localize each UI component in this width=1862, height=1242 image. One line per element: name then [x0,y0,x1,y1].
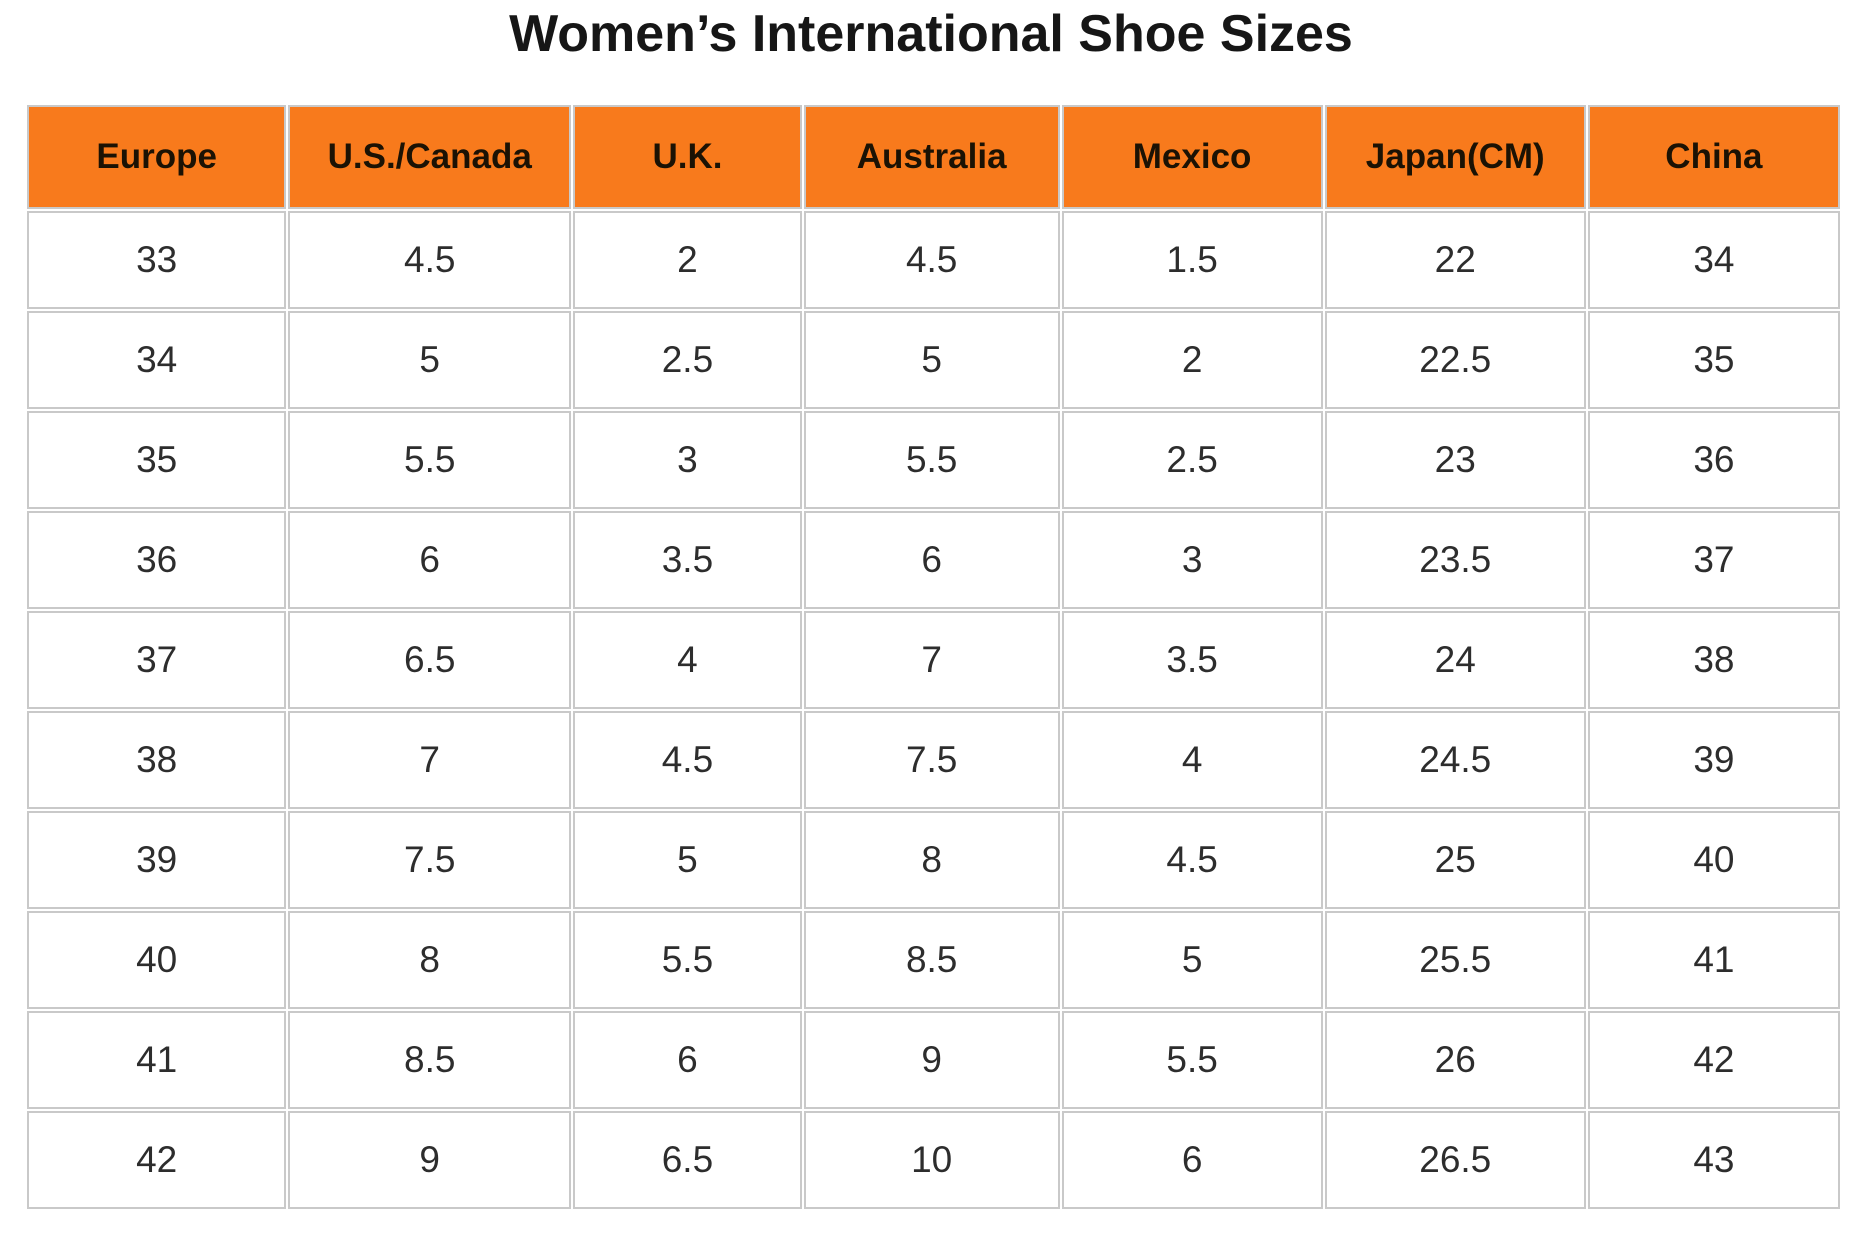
column-header-europe: Europe [27,105,287,210]
column-header-australia: Australia [803,105,1060,210]
table-cell: 5.5 [1061,1011,1323,1110]
table-cell: 3 [1061,511,1323,610]
table-cell: 38 [1587,611,1840,710]
table-cell: 39 [27,811,287,910]
table-cell: 23.5 [1324,511,1586,610]
table-cell: 4.5 [288,211,572,310]
table-cell: 1.5 [1061,211,1323,310]
table-cell: 2.5 [1061,411,1323,510]
table-cell: 38 [27,711,287,810]
table-cell: 3.5 [1061,611,1323,710]
table-row: 34 5 2.5 5 2 22.5 35 [27,311,1840,410]
table-cell: 8 [803,811,1060,910]
column-header-japan-cm: Japan(CM) [1324,105,1586,210]
table-cell: 5.5 [803,411,1060,510]
table-cell: 43 [1587,1111,1840,1210]
table-cell: 9 [803,1011,1060,1110]
table-cell: 2 [573,211,802,310]
table-cell: 42 [27,1111,287,1210]
table-cell: 5.5 [288,411,572,510]
table-row: 38 7 4.5 7.5 4 24.5 39 [27,711,1840,810]
table-cell: 7.5 [288,811,572,910]
table-cell: 40 [1587,811,1840,910]
column-header-mexico: Mexico [1061,105,1323,210]
table-cell: 22.5 [1324,311,1586,410]
table-cell: 8.5 [288,1011,572,1110]
table-cell: 25 [1324,811,1586,910]
table-cell: 4.5 [573,711,802,810]
table-cell: 7.5 [803,711,1060,810]
table-cell: 5 [803,311,1060,410]
table-cell: 34 [1587,211,1840,310]
table-cell: 6.5 [288,611,572,710]
table-row: 33 4.5 2 4.5 1.5 22 34 [27,211,1840,310]
table-cell: 23 [1324,411,1586,510]
table-cell: 8 [288,911,572,1010]
table-cell: 3.5 [573,511,802,610]
table-row: 37 6.5 4 7 3.5 24 38 [27,611,1840,710]
table-cell: 4 [1061,711,1323,810]
table-row: 36 6 3.5 6 3 23.5 37 [27,511,1840,610]
table-cell: 34 [27,311,287,410]
table-cell: 7 [288,711,572,810]
table-cell: 33 [27,211,287,310]
shoe-size-table: Europe U.S./Canada U.K. Australia Mexico Japa… [25,103,1842,1212]
table-cell: 37 [27,611,287,710]
table-cell: 10 [803,1111,1060,1210]
table-cell: 25.5 [1324,911,1586,1010]
table-cell: 7 [803,611,1060,710]
table-cell: 41 [1587,911,1840,1010]
table-cell: 8.5 [803,911,1060,1010]
column-header-china: China [1587,105,1840,210]
table-cell: 4 [573,611,802,710]
table-cell: 24 [1324,611,1586,710]
table-cell: 4.5 [1061,811,1323,910]
table-cell: 35 [27,411,287,510]
table-row: 40 8 5.5 8.5 5 25.5 41 [27,911,1840,1010]
column-header-u-k: U.K. [573,105,802,210]
column-header-u-s-canada: U.S./Canada [288,105,572,210]
table-cell: 26 [1324,1011,1586,1110]
table-cell: 36 [27,511,287,610]
table-cell: 2 [1061,311,1323,410]
header-row: Europe U.S./Canada U.K. Australia Mexico Japa… [27,105,1840,210]
table-cell: 26.5 [1324,1111,1586,1210]
table-cell: 6 [1061,1111,1323,1210]
table-cell: 2.5 [573,311,802,410]
table-cell: 5 [288,311,572,410]
table-cell: 39 [1587,711,1840,810]
table-cell: 4.5 [803,211,1060,310]
table-cell: 24.5 [1324,711,1586,810]
table-cell: 6 [573,1011,802,1110]
table-cell: 5.5 [573,911,802,1010]
table-body: 33 4.5 2 4.5 1.5 22 34 34 5 2.5 5 2 22.5 35 35 5.5 3 5.5 2… [27,211,1840,1210]
table-cell: 9 [288,1111,572,1210]
table-cell: 40 [27,911,287,1010]
table-header: Europe U.S./Canada U.K. Australia Mexico Japa… [27,105,1840,210]
table-cell: 6 [288,511,572,610]
table-cell: 22 [1324,211,1586,310]
table-cell: 6.5 [573,1111,802,1210]
table-cell: 5 [1061,911,1323,1010]
table-row: 39 7.5 5 8 4.5 25 40 [27,811,1840,910]
table-cell: 41 [27,1011,287,1110]
table-cell: 3 [573,411,802,510]
table-cell: 36 [1587,411,1840,510]
page-title: Women’s International Shoe Sizes [509,5,1353,63]
table-cell: 37 [1587,511,1840,610]
table-cell: 5 [573,811,802,910]
table-cell: 42 [1587,1011,1840,1110]
table-cell: 35 [1587,311,1840,410]
table-cell: 6 [803,511,1060,610]
table-row: 41 8.5 6 9 5.5 26 42 [27,1011,1840,1110]
table-row: 42 9 6.5 10 6 26.5 43 [27,1111,1840,1210]
table-row: 35 5.5 3 5.5 2.5 23 36 [27,411,1840,510]
